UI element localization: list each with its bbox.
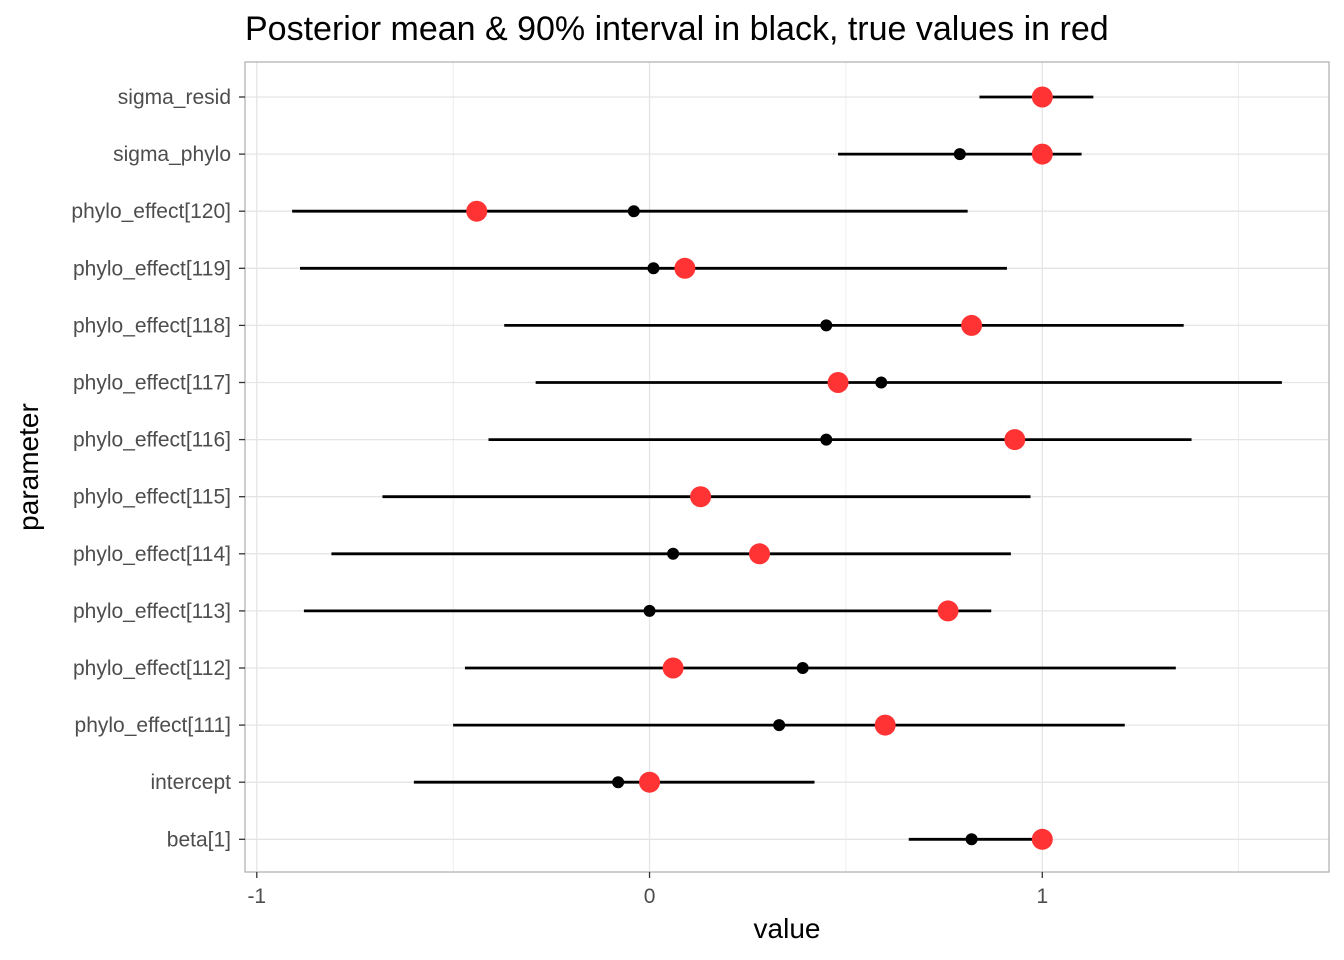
true-value-point [1031, 143, 1053, 165]
posterior-mean-point [820, 319, 833, 332]
y-tick-label: sigma_phylo [113, 143, 231, 166]
panel-border [244, 61, 1330, 873]
x-tick-label: -1 [247, 885, 266, 908]
y-tick-label: phylo_effect[114] [73, 543, 231, 566]
posterior-mean-point [875, 376, 888, 389]
true-value-point [690, 486, 712, 508]
true-value-point [466, 200, 488, 222]
panel-background [245, 62, 1329, 872]
y-tick-label: phylo_effect[111] [75, 714, 231, 737]
posterior-mean-point [796, 662, 809, 674]
posterior-mean-point [647, 262, 660, 275]
true-value-point [827, 372, 849, 393]
y-tick-label: phylo_effect[115] [73, 486, 231, 509]
true-value-point [674, 257, 696, 279]
y-tick-label: sigma_resid [118, 86, 231, 109]
posterior-mean-point [820, 433, 833, 446]
true-value-point [662, 657, 684, 679]
posterior-mean-point [643, 604, 656, 617]
y-tick-labels: sigma_resid sigma_phylo phylo_effect[120]p… [71, 86, 245, 851]
posterior-mean-point [612, 776, 625, 789]
true-value-point [1004, 429, 1026, 451]
posterior-mean-point [773, 719, 786, 732]
x-tick-label: 0 [644, 885, 656, 908]
chart-title: Posterior mean & 90% interval in black, … [245, 10, 1109, 48]
y-tick-label: phylo_effect[117] [73, 372, 231, 395]
y-tick-label: phylo_effect[113] [73, 600, 231, 623]
y-tick-label: intercept [150, 771, 231, 794]
y-tick-label: phylo_effect[120] [71, 200, 231, 223]
posterior-mean-point [965, 833, 978, 846]
true-value-point [1031, 828, 1053, 850]
x-tick-label: 1 [1036, 885, 1048, 908]
posterior-mean-point [953, 148, 966, 161]
marks [292, 86, 1282, 850]
true-value-point [639, 771, 661, 793]
y-tick-label: phylo_effect[112] [73, 657, 231, 680]
y-axis-label: parameter [13, 403, 44, 531]
posterior-mean-point [627, 205, 640, 218]
y-tick-label: phylo_effect[119] [73, 257, 231, 280]
y-tick-label: phylo_effect[116] [73, 429, 231, 452]
true-value-point [874, 714, 896, 736]
posterior-mean-point [667, 547, 680, 560]
true-value-point [961, 314, 983, 336]
y-tick-label: beta[1] [167, 828, 231, 851]
true-value-point [1031, 86, 1053, 108]
y-tick-label: phylo_effect[118] [73, 314, 231, 337]
true-value-point [937, 600, 959, 622]
true-value-point [749, 543, 771, 565]
x-tick-labels: -1 0 1 [247, 872, 1048, 908]
x-axis-label: value [754, 913, 821, 944]
